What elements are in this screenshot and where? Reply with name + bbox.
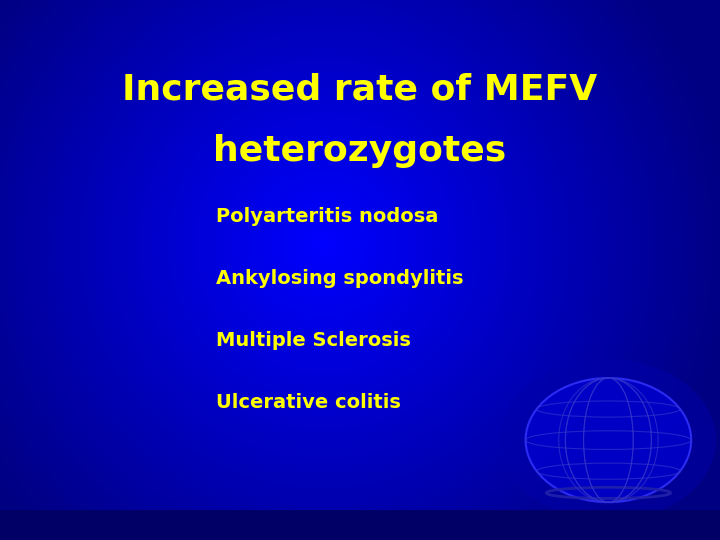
Circle shape	[501, 360, 716, 521]
Text: Increased rate of MEFV: Increased rate of MEFV	[122, 72, 598, 106]
Text: Polyarteritis nodosa: Polyarteritis nodosa	[216, 206, 438, 226]
FancyBboxPatch shape	[0, 510, 720, 540]
Text: heterozygotes: heterozygotes	[213, 134, 507, 168]
Circle shape	[526, 378, 691, 502]
Text: Multiple Sclerosis: Multiple Sclerosis	[216, 330, 411, 350]
Text: Ankylosing spondylitis: Ankylosing spondylitis	[216, 268, 464, 288]
Text: Ulcerative colitis: Ulcerative colitis	[216, 393, 401, 412]
